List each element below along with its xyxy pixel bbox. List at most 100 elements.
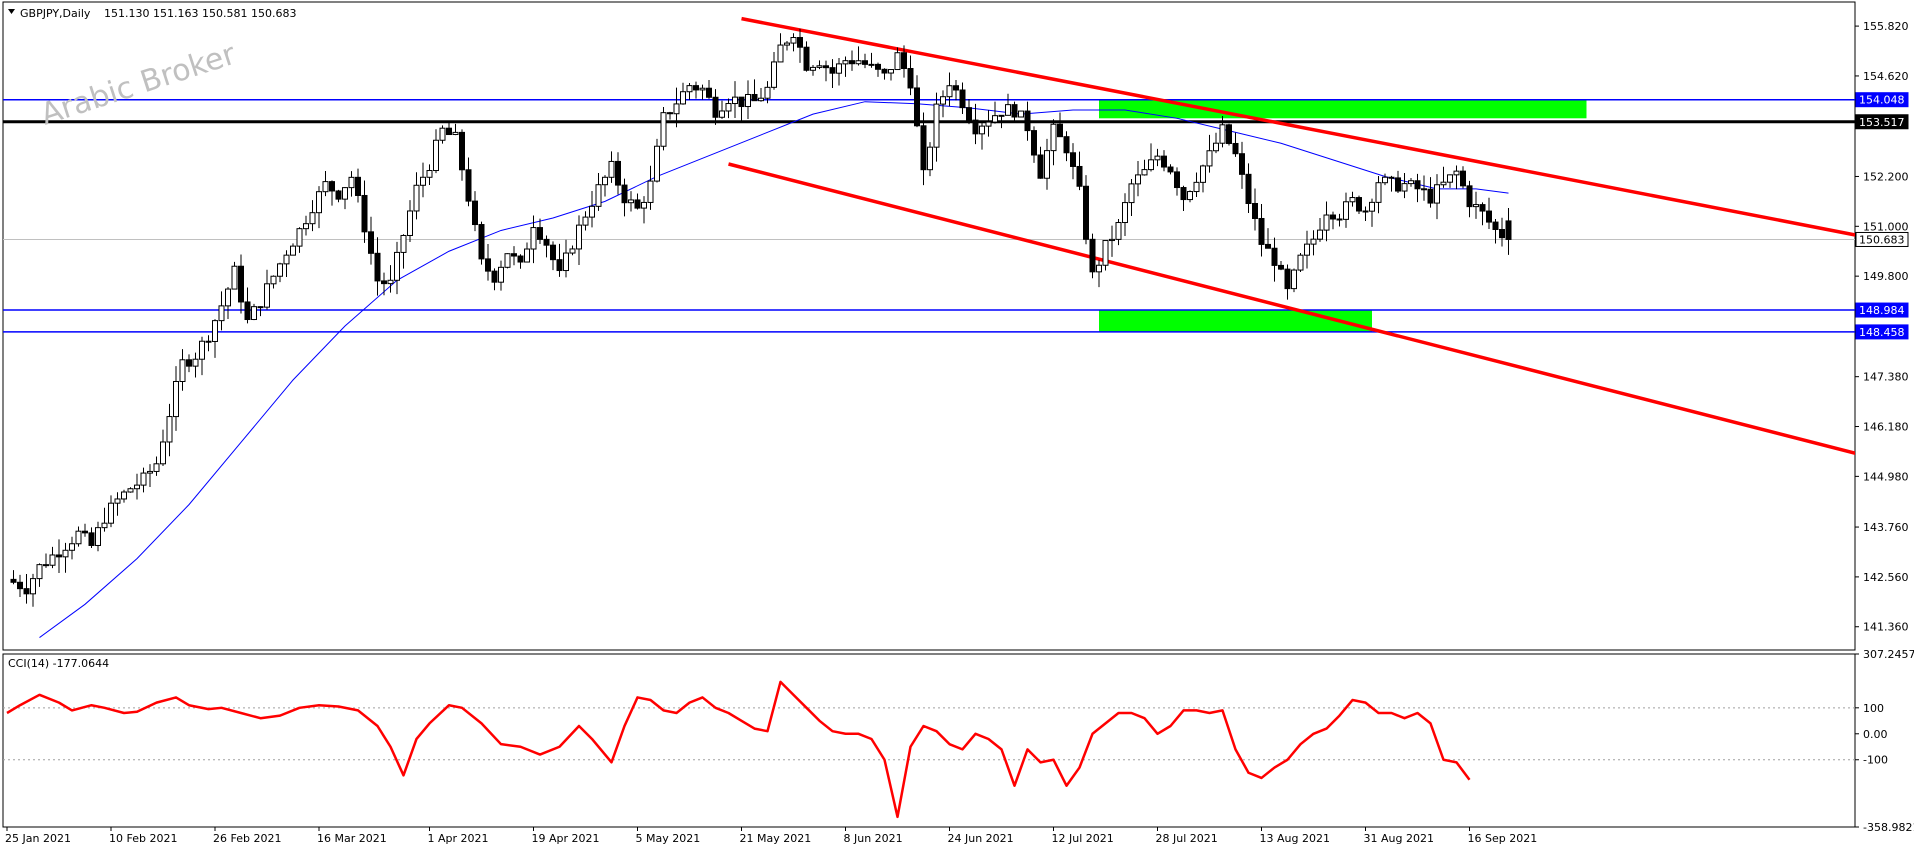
candle[interactable] bbox=[75, 526, 82, 547]
candle[interactable] bbox=[491, 268, 498, 291]
candle[interactable] bbox=[654, 138, 660, 183]
candle[interactable] bbox=[1102, 240, 1109, 271]
candle[interactable] bbox=[1382, 173, 1388, 186]
candle[interactable] bbox=[1414, 173, 1421, 203]
candle[interactable] bbox=[868, 52, 875, 68]
candle[interactable] bbox=[446, 122, 452, 136]
candle[interactable] bbox=[719, 100, 725, 119]
candle[interactable] bbox=[244, 287, 251, 324]
candle[interactable] bbox=[394, 241, 400, 295]
candle[interactable] bbox=[933, 92, 940, 162]
candle[interactable] bbox=[1213, 132, 1219, 154]
candle[interactable] bbox=[381, 272, 387, 296]
candle[interactable] bbox=[1161, 150, 1167, 172]
candle[interactable] bbox=[875, 62, 881, 77]
candle[interactable] bbox=[1278, 261, 1284, 271]
candle[interactable] bbox=[979, 122, 985, 150]
candle[interactable] bbox=[1252, 188, 1258, 231]
candle[interactable] bbox=[205, 335, 212, 352]
candle[interactable] bbox=[647, 165, 654, 210]
candle[interactable] bbox=[517, 254, 524, 269]
candle[interactable] bbox=[959, 82, 966, 114]
candle[interactable] bbox=[1128, 178, 1135, 217]
candle[interactable] bbox=[251, 303, 257, 321]
candle[interactable] bbox=[10, 570, 17, 585]
candle[interactable] bbox=[680, 82, 686, 105]
candle[interactable] bbox=[199, 336, 205, 376]
candle[interactable] bbox=[322, 170, 329, 197]
candle[interactable] bbox=[842, 56, 849, 77]
candle[interactable] bbox=[368, 216, 374, 265]
candle[interactable] bbox=[771, 52, 777, 90]
candle[interactable] bbox=[1401, 172, 1408, 199]
candle[interactable] bbox=[810, 64, 816, 76]
candle[interactable] bbox=[1083, 175, 1089, 245]
candle[interactable] bbox=[673, 87, 680, 128]
candle[interactable] bbox=[179, 349, 186, 391]
candle[interactable] bbox=[439, 125, 446, 144]
candle[interactable] bbox=[524, 242, 530, 263]
candle[interactable] bbox=[264, 269, 270, 310]
candle[interactable] bbox=[1089, 233, 1096, 279]
candle[interactable] bbox=[1317, 217, 1323, 242]
moving-average-line[interactable] bbox=[39, 101, 1509, 638]
candle[interactable] bbox=[348, 171, 355, 197]
candle[interactable] bbox=[30, 573, 36, 607]
candle[interactable] bbox=[283, 250, 290, 277]
candle[interactable] bbox=[1122, 193, 1128, 237]
candle[interactable] bbox=[1284, 264, 1291, 300]
candle[interactable] bbox=[1479, 202, 1486, 226]
candle[interactable] bbox=[1115, 219, 1122, 246]
candle[interactable] bbox=[1421, 175, 1427, 201]
candle[interactable] bbox=[1148, 143, 1154, 172]
candle[interactable] bbox=[1076, 151, 1083, 191]
candle[interactable] bbox=[1005, 93, 1011, 116]
candle[interactable] bbox=[270, 275, 277, 289]
candle[interactable] bbox=[589, 191, 595, 228]
candle[interactable] bbox=[894, 47, 901, 71]
candle[interactable] bbox=[303, 215, 309, 236]
candle[interactable] bbox=[972, 103, 979, 145]
candle[interactable] bbox=[114, 492, 121, 516]
candle[interactable] bbox=[498, 260, 504, 291]
candle[interactable] bbox=[153, 456, 160, 476]
green-zone-1[interactable] bbox=[1099, 310, 1372, 332]
candle[interactable] bbox=[296, 227, 303, 253]
candle[interactable] bbox=[88, 527, 95, 549]
candle[interactable] bbox=[569, 245, 576, 256]
candle[interactable] bbox=[140, 467, 147, 493]
candle[interactable] bbox=[888, 69, 894, 81]
candle[interactable] bbox=[914, 75, 920, 128]
candle[interactable] bbox=[407, 200, 413, 242]
candle[interactable] bbox=[95, 521, 101, 552]
candle[interactable] bbox=[1200, 164, 1206, 193]
candle[interactable] bbox=[329, 180, 335, 206]
candle[interactable] bbox=[186, 354, 192, 373]
candle[interactable] bbox=[335, 189, 342, 203]
candle[interactable] bbox=[43, 553, 49, 568]
candle[interactable] bbox=[511, 246, 517, 266]
candle[interactable] bbox=[1044, 138, 1050, 190]
candle[interactable] bbox=[595, 172, 602, 211]
candle[interactable] bbox=[693, 81, 699, 99]
candle[interactable] bbox=[472, 191, 478, 232]
candle[interactable] bbox=[1486, 197, 1492, 230]
candle[interactable] bbox=[576, 215, 582, 265]
candle[interactable] bbox=[1258, 203, 1265, 257]
candle[interactable] bbox=[1070, 143, 1076, 180]
candle[interactable] bbox=[1096, 260, 1102, 288]
candle[interactable] bbox=[1362, 206, 1369, 221]
candle[interactable] bbox=[803, 41, 810, 72]
candle[interactable] bbox=[1304, 230, 1310, 269]
candle[interactable] bbox=[342, 187, 348, 210]
candle[interactable] bbox=[699, 84, 706, 100]
candle[interactable] bbox=[1063, 131, 1070, 162]
candle[interactable] bbox=[218, 291, 225, 331]
candle[interactable] bbox=[1154, 148, 1161, 167]
candle[interactable] bbox=[1330, 211, 1336, 230]
candle[interactable] bbox=[433, 129, 439, 174]
candle[interactable] bbox=[745, 80, 751, 120]
candle[interactable] bbox=[1037, 146, 1044, 179]
candle[interactable] bbox=[238, 254, 244, 314]
candle[interactable] bbox=[56, 539, 62, 573]
